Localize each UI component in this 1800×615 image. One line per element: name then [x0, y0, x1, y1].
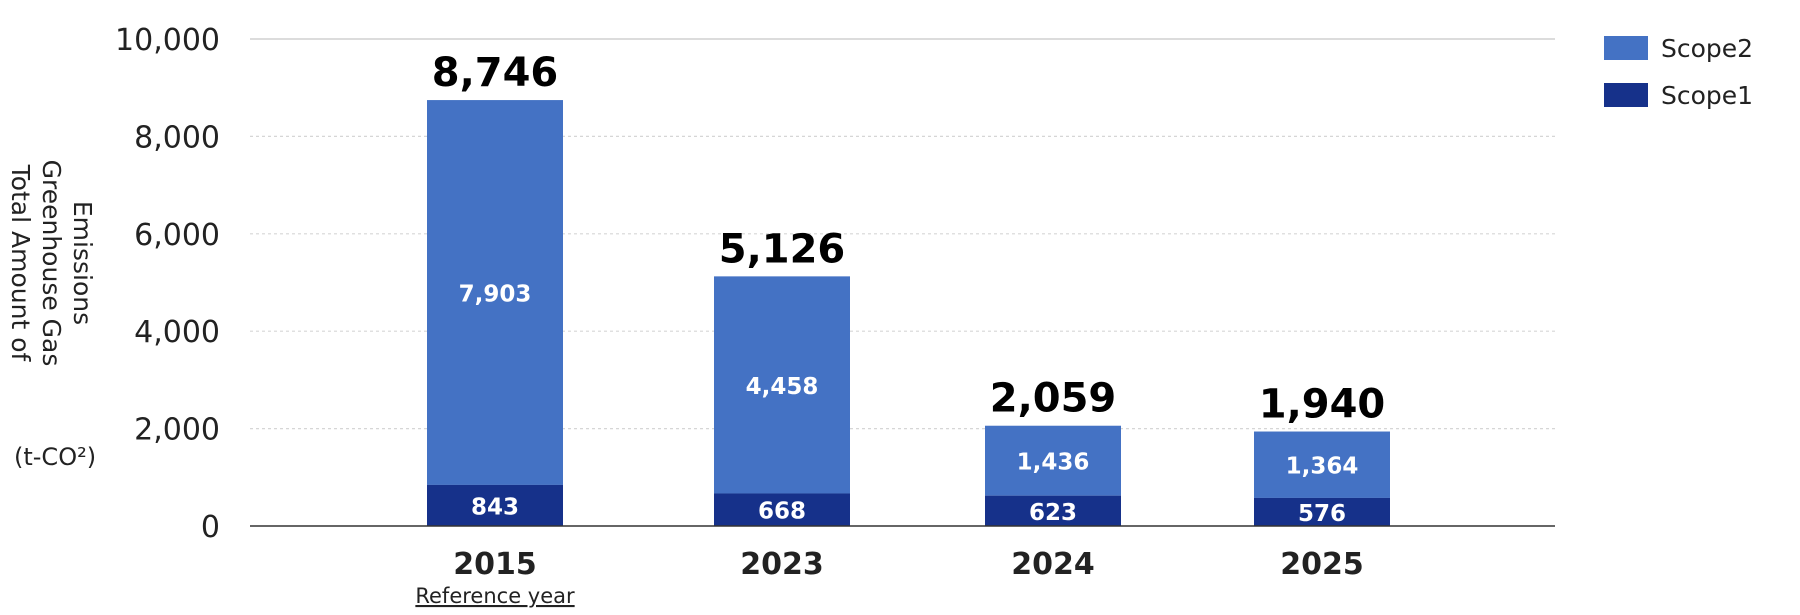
scope2-value-label: 4,458	[746, 374, 819, 400]
legend-label-scope1: Scope1	[1661, 81, 1753, 110]
x-category-label: 2024	[1011, 547, 1095, 582]
y-axis-title-lines: Total Amount of Greenhouse Gas Emissions	[6, 160, 97, 367]
y-axis-title-line: Total Amount of	[6, 164, 35, 363]
total-value-label: 2,059	[990, 376, 1117, 422]
scope1-value-label: 576	[1298, 501, 1346, 527]
reference-year-note: Reference year	[415, 584, 575, 608]
legend-label-scope2: Scope2	[1661, 34, 1753, 63]
scope2-value-label: 7,903	[459, 282, 532, 308]
bar-segment-scope2	[427, 100, 563, 485]
y-tick-label: 6,000	[134, 218, 220, 253]
bar-group: 576 1,364 1,940	[1254, 382, 1390, 527]
total-value-label: 8,746	[432, 50, 559, 96]
y-axis-title-line: Greenhouse Gas	[37, 160, 66, 367]
legend: Scope2 Scope1	[1604, 34, 1753, 110]
legend-swatch-scope2	[1604, 36, 1648, 60]
bar-segment-scope2	[714, 276, 850, 494]
y-axis-ticks: 0 2,000 4,000 6,000 8,000 10,000	[115, 23, 220, 545]
y-tick-label: 8,000	[134, 120, 220, 155]
y-tick-label: 4,000	[134, 315, 220, 350]
y-axis-title: Total Amount of Greenhouse Gas Emissions	[6, 160, 97, 367]
y-axis-title-line: Emissions	[68, 201, 97, 325]
scope2-value-label: 1,436	[1017, 450, 1090, 476]
x-category-label: 2015	[453, 547, 537, 582]
x-category-label: 2025	[1280, 547, 1364, 582]
bar-group: 843 7,903 8,746	[427, 50, 563, 526]
y-tick-label: 0	[201, 510, 220, 545]
x-category-label: 2023	[740, 547, 824, 582]
total-value-label: 1,940	[1259, 382, 1386, 428]
bar-group: 623 1,436 2,059	[985, 376, 1121, 526]
bar-segment-scope1	[985, 495, 1121, 526]
y-tick-label: 10,000	[115, 23, 220, 58]
legend-swatch-scope1	[1604, 83, 1648, 107]
y-tick-label: 2,000	[134, 413, 220, 448]
bar-segment-scope1	[714, 493, 850, 526]
scope1-value-label: 623	[1029, 500, 1077, 526]
unit-label: (t-CO²)	[14, 443, 96, 471]
scope2-value-label: 1,364	[1286, 454, 1359, 480]
bar-segment-scope2	[1254, 431, 1390, 498]
scope1-value-label: 843	[471, 494, 519, 520]
bar-segment-scope2	[985, 425, 1121, 496]
bar-segment-scope1	[1254, 497, 1390, 526]
total-value-label: 5,126	[719, 226, 846, 272]
bars: 843 7,903 8,746 668 4,458 5,126 623 1,436 2,059 5…	[427, 50, 1390, 527]
scope1-value-label: 668	[758, 499, 806, 525]
bar-group: 668 4,458 5,126	[714, 226, 850, 526]
bar-segment-scope1	[427, 484, 563, 526]
